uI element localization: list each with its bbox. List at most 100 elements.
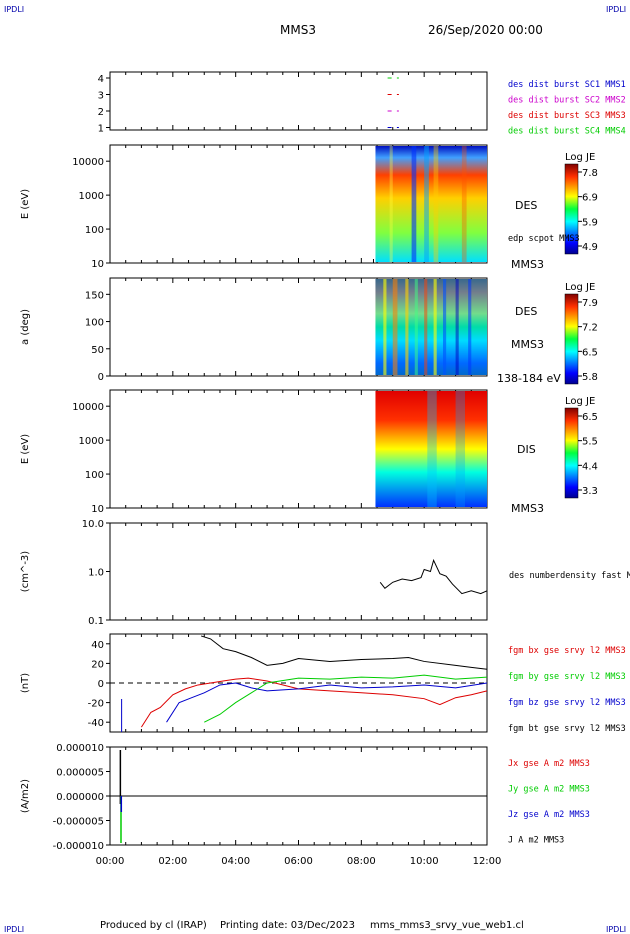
time-axis-tick-label: 04:00 (221, 856, 250, 867)
des-pitch-panel-stripe (433, 279, 437, 375)
des-pitch-y-tick-label: 0 (98, 372, 104, 383)
corner-label-bottom-right: IPDLI (606, 925, 626, 934)
density-y-tick-label: 10.0 (82, 519, 104, 530)
des-energy-colorbar (564, 163, 579, 255)
des-pitch-colorbar-tick-label: 7.2 (582, 323, 598, 334)
des-pitch-y-axis-label: a (deg) (20, 309, 31, 345)
des-pitch-panel-stripe (392, 279, 398, 375)
des-pitch-panel-stripe (424, 279, 428, 375)
time-axis-tick-label: 02:00 (158, 856, 187, 867)
footer-print-date: Printing date: 03/Dec/2023 (220, 920, 355, 931)
des-pitch-colorbar-title: Log JE (565, 282, 595, 293)
current-series-label: Jx gse A m2 MMS3 (508, 759, 590, 769)
des-energy-instrument-label: DES (515, 199, 537, 212)
des-pitch-colorbar (564, 293, 579, 385)
magnetic-field-y-tick-label: 0 (98, 679, 104, 690)
magnetic-field-series-label: fgm by gse srvy l2 MMS3 (508, 672, 626, 682)
des-energy-y-tick-label: 10 (91, 259, 104, 270)
date-title: 26/Sep/2020 00:00 (428, 23, 543, 37)
density-y-axis-label: (cm^-3) (20, 551, 31, 592)
footer-producer: Produced by cl (IRAP) (100, 920, 207, 931)
magnetic-field-y-tick-label: 40 (91, 640, 104, 651)
dis-energy-colorbar-tick-label: 4.4 (582, 461, 598, 472)
magnetic-field-y-tick-label: -20 (88, 699, 104, 710)
density-series-line (379, 558, 488, 595)
dis-energy-colorbar-tick-label: 3.3 (582, 486, 598, 497)
time-axis-tick-label: 12:00 (473, 856, 502, 867)
density-series-label: des numberdensity fast M (509, 571, 630, 581)
dis-energy-y-tick-label: 10 (91, 504, 104, 515)
time-axis-tick-label: 08:00 (347, 856, 376, 867)
des-energy-panel-spectrogram (375, 146, 487, 262)
availability-y-tick-label: 1 (98, 124, 104, 135)
des-energy-colorbar-tick-label: 7.8 (582, 168, 598, 179)
availability-y-tick-label: 4 (98, 74, 104, 85)
dis-energy-colorbar (564, 407, 579, 499)
des-pitch-energy-range: 138-184 eV (497, 372, 561, 385)
current-y-tick-label: -0.000010 (53, 841, 104, 852)
magnetic-field-y-axis-label: (nT) (20, 673, 31, 693)
des-energy-panel-stripe (389, 146, 393, 262)
current-y-tick-label: 0.000000 (56, 792, 104, 803)
des-pitch-y-tick-label: 150 (85, 290, 104, 301)
dis-energy-y-axis-label: E (eV) (20, 434, 31, 464)
des-energy-panel-stripe (411, 146, 417, 262)
availability-panel-frame (109, 71, 488, 131)
des-pitch-colorbar-tick-label: 7.9 (582, 298, 598, 309)
des-energy-colorbar-tick-label: 6.9 (582, 193, 598, 204)
availability-legend-entry: des dist burst SC3 MMS3 (508, 111, 626, 121)
dis-energy-y-tick-label: 1000 (79, 436, 104, 447)
magnetic-field-series-label: fgm bx gse srvy l2 MMS3 (508, 646, 626, 656)
des-energy-overlay-label: edp scpot MMS3 (508, 234, 580, 244)
current-y-tick-label: 0.000010 (56, 743, 104, 754)
des-pitch-panel-stripe (383, 279, 387, 375)
dis-energy-colorbar-tick-label: 5.5 (582, 437, 598, 448)
des-pitch-panel-stripe (468, 279, 472, 375)
dis-energy-instrument-label: DIS (517, 443, 536, 456)
des-pitch-panel-stripe (414, 279, 418, 375)
magnetic-field-series-line (200, 635, 488, 670)
des-pitch-instrument-label: DES (515, 305, 537, 318)
magnetic-field-series-label: fgm bz gse srvy l2 MMS3 (508, 698, 626, 708)
des-pitch-colorbar-tick-label: 6.5 (582, 347, 598, 358)
magnetic-field-y-tick-label: 20 (91, 659, 104, 670)
current-series-label: Jy gse A m2 MMS3 (508, 785, 590, 795)
dis-energy-panel-stripe (455, 391, 466, 507)
time-axis-tick-label: 00:00 (96, 856, 125, 867)
current-y-tick-label: -0.000005 (53, 817, 104, 828)
availability-y-tick-label: 3 (98, 91, 104, 102)
des-energy-panel-stripe (424, 146, 429, 262)
des-pitch-panel-stripe (405, 279, 409, 375)
corner-label-top-left: IPDLI (4, 5, 24, 14)
des-pitch-y-tick-label: 50 (91, 345, 104, 356)
des-energy-colorbar-tick-label: 4.9 (582, 242, 598, 253)
des-pitch-spacecraft-label: MMS3 (511, 338, 544, 351)
des-energy-y-tick-label: 1000 (79, 191, 104, 202)
magnetic-field-series-line (166, 682, 488, 723)
dis-energy-panel-stripe (427, 391, 437, 507)
availability-y-tick-label: 2 (98, 107, 104, 118)
des-energy-y-tick-label: 10000 (72, 157, 104, 168)
availability-legend-entry: des dist burst SC2 MMS2 (508, 96, 626, 106)
des-pitch-panel-stripe (455, 279, 459, 375)
des-energy-colorbar-tick-label: 5.9 (582, 217, 598, 228)
availability-legend-entry: des dist burst SC4 MMS4 (508, 127, 626, 137)
dis-energy-spacecraft-label: MMS3 (511, 502, 544, 515)
des-energy-panel-stripe (433, 146, 439, 262)
magnetic-field-y-tick-label: -40 (88, 718, 104, 729)
density-y-tick-label: 0.1 (88, 616, 104, 627)
des-energy-panel-stripe (461, 146, 467, 262)
availability-legend-entry: des dist burst SC1 MMS1 (508, 80, 626, 90)
des-pitch-colorbar-tick-label: 5.8 (582, 372, 598, 383)
dis-energy-colorbar-title: Log JE (565, 396, 595, 407)
time-axis-tick-label: 06:00 (284, 856, 313, 867)
density-y-tick-label: 1.0 (88, 568, 104, 579)
magnetic-field-series-line (204, 674, 488, 723)
magnetic-field-series-label: fgm bt gse srvy l2 MMS3 (508, 724, 626, 734)
corner-label-top-right: IPDLI (606, 5, 626, 14)
dis-energy-y-tick-label: 10000 (72, 402, 104, 413)
spacecraft-title: MMS3 (280, 23, 316, 37)
des-energy-y-axis-label: E (eV) (20, 189, 31, 219)
des-energy-y-tick-label: 100 (85, 225, 104, 236)
